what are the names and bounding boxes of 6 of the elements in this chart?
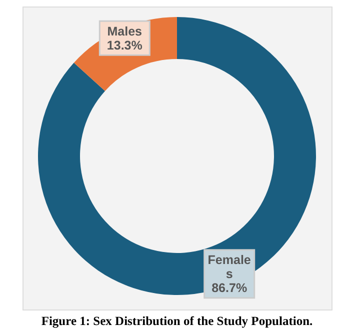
text: Figure 1: Sex Distribution of the Study Population. — [41, 314, 313, 328]
data-label: 13.3% — [106, 38, 142, 52]
donut-slice — [38, 17, 316, 295]
slice-label: Males — [107, 24, 142, 38]
data-label: 86.7% — [212, 281, 248, 296]
slice-label: Females — [208, 253, 251, 282]
